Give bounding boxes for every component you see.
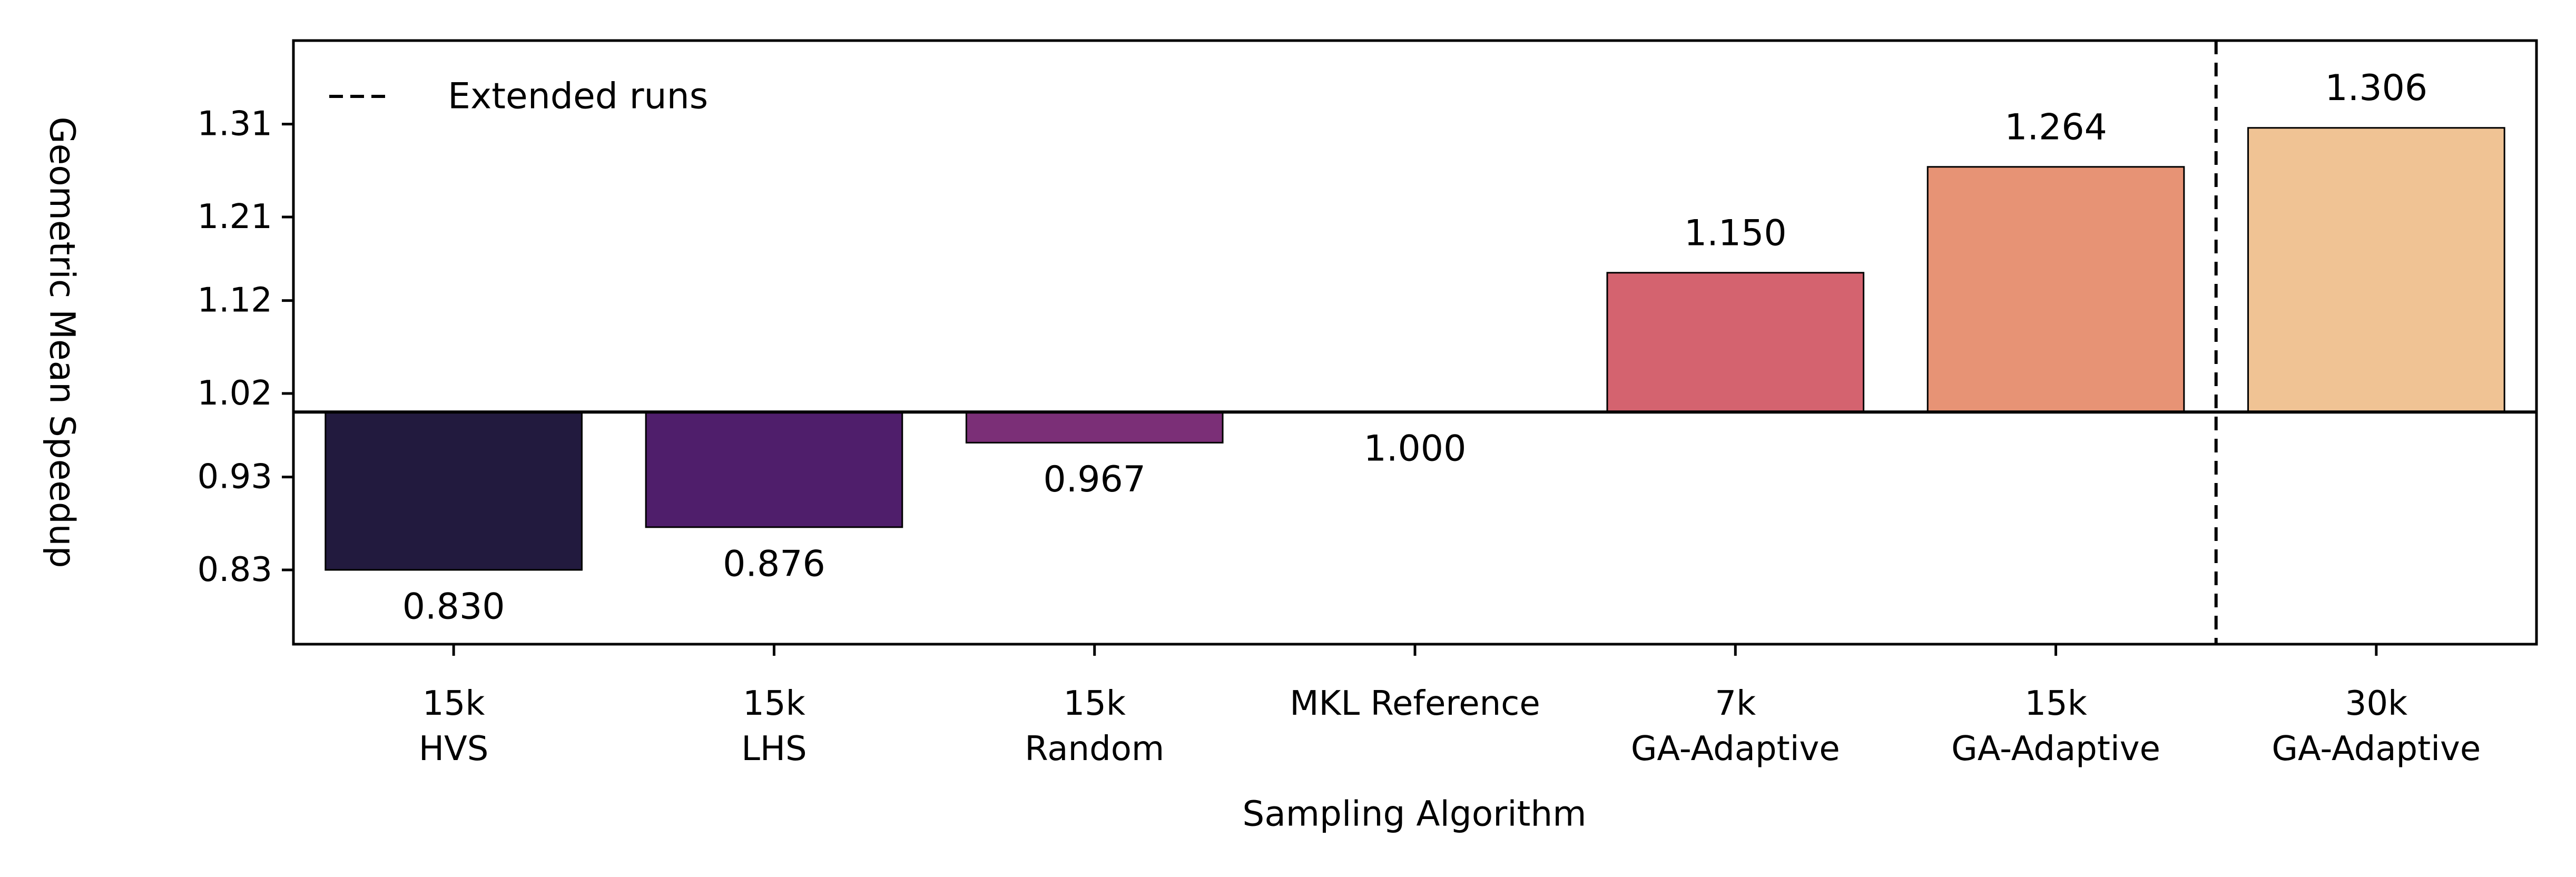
y-tick-label: 1.31: [198, 105, 273, 144]
bar-5: [1606, 272, 1865, 413]
bar-2: [645, 411, 903, 528]
y-tick-label: 1.12: [198, 281, 273, 320]
bar-value-label-5: 1.150: [1684, 212, 1787, 254]
x-tick-label: GA-Adaptive: [1631, 730, 1840, 768]
bar-value-label-1: 0.830: [402, 586, 505, 627]
x-tick-label: 15k: [422, 684, 485, 723]
bar-6: [1926, 166, 2185, 413]
y-tick-label: 1.02: [198, 374, 273, 413]
bar-value-label-2: 0.876: [723, 543, 825, 585]
x-tick-label: GA-Adaptive: [1951, 730, 2160, 768]
x-tick-label: LHS: [741, 730, 807, 768]
bar-7: [2247, 127, 2505, 413]
bar-value-label-4: 1.000: [1364, 428, 1467, 470]
y-axis-title: Geometric Mean Speedup: [42, 116, 83, 568]
bar-1: [325, 411, 583, 571]
x-tick-label: 15k: [743, 684, 805, 723]
x-tick-label: 30k: [2345, 684, 2408, 723]
x-tick-label: Random: [1025, 730, 1164, 768]
x-tick-label: 15k: [2024, 684, 2087, 723]
x-axis-title: Sampling Algorithm: [1242, 794, 1586, 834]
x-tick-label: MKL Reference: [1290, 684, 1540, 723]
x-tick-label: 15k: [1063, 684, 1126, 723]
x-axis: 15k HVS 15k LHS 15k Random MKL Reference 7k GA-A…: [419, 644, 2481, 768]
plot-frame: [292, 39, 2538, 646]
bars-layer: [325, 127, 2505, 571]
bar-3: [965, 411, 1224, 444]
y-tick-label: 0.93: [198, 458, 273, 497]
x-tick-label: 7k: [1715, 684, 1756, 723]
legend-label: Extended runs: [448, 76, 708, 117]
bar-value-label-7: 1.306: [2325, 67, 2428, 109]
x-tick-label: GA-Adaptive: [2272, 730, 2481, 768]
bar-value-label-6: 1.264: [2004, 106, 2107, 148]
y-tick-label: 1.21: [198, 198, 273, 237]
bar-value-labels: 0.830 0.876 0.967 1.000 1.150 1.264 1.306: [402, 67, 2427, 627]
legend: Extended runs: [329, 76, 708, 117]
bar-value-label-3: 0.967: [1043, 459, 1146, 500]
y-axis: 0.83 0.93 1.02 1.12 1.21 1.31: [198, 105, 293, 589]
x-tick-label: HVS: [419, 730, 489, 768]
y-tick-label: 0.83: [198, 550, 273, 589]
